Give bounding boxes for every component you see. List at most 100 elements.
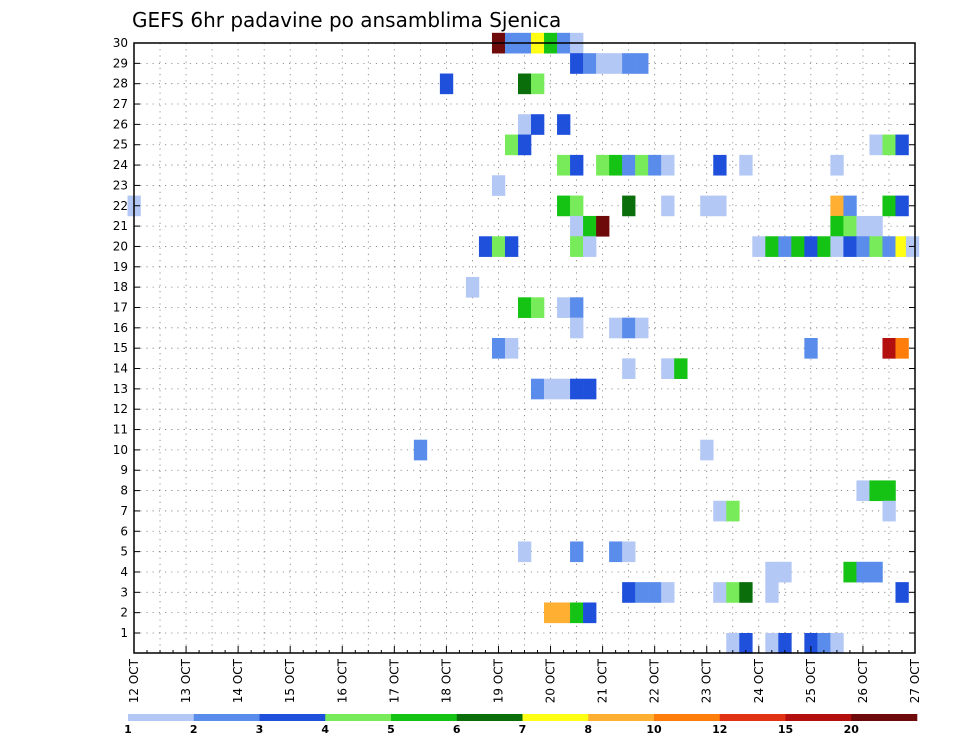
heatmap-cell xyxy=(596,154,610,176)
y-tick-label: 13 xyxy=(113,382,128,396)
heatmap-cell xyxy=(622,358,636,379)
heatmap-cell xyxy=(544,378,558,400)
y-tick-label: 17 xyxy=(113,300,128,314)
heatmap-cell xyxy=(804,236,818,257)
x-tick-label: 20 OCT xyxy=(544,658,558,703)
heatmap-cell xyxy=(557,602,571,624)
y-tick-label: 20 xyxy=(113,239,128,253)
y-tick-label: 6 xyxy=(120,524,128,538)
heatmap-cell xyxy=(765,236,779,257)
x-tick-label: 16 OCT xyxy=(335,658,349,703)
x-tick-label: 12 OCT xyxy=(127,658,141,703)
heatmap-cell xyxy=(830,154,844,176)
colorbar-label: 12 xyxy=(712,723,727,736)
heatmap-cell xyxy=(635,317,649,339)
colorbar-swatch xyxy=(456,714,523,721)
heatmap-cell xyxy=(557,378,571,400)
y-tick-label: 21 xyxy=(113,219,128,233)
heatmap-cell xyxy=(635,582,649,603)
heatmap-cell xyxy=(531,378,545,400)
heatmap-cell xyxy=(661,582,675,603)
heatmap-cell xyxy=(882,480,896,502)
heatmap-cell xyxy=(504,134,519,156)
heatmap-cell xyxy=(895,195,909,217)
y-tick-label: 11 xyxy=(113,423,128,437)
heatmap-cell xyxy=(583,602,597,624)
y-tick-label: 7 xyxy=(120,504,128,518)
colorbar: 1 2 3 4 5 6 7 8 10 12 15 20 xyxy=(124,714,918,736)
colorbar-label: 15 xyxy=(778,723,793,736)
heatmap-cell xyxy=(726,500,740,522)
heatmap-cell xyxy=(791,236,805,257)
heatmap-cell xyxy=(700,195,714,217)
colorbar-swatch xyxy=(128,714,195,721)
heatmap-cell xyxy=(778,236,792,257)
y-tick-label: 22 xyxy=(113,199,128,213)
heatmap-cell xyxy=(622,195,636,217)
y-tick-label: 14 xyxy=(113,362,128,376)
colorbar-label: 2 xyxy=(190,723,198,736)
colorbar-label: 20 xyxy=(844,723,860,736)
heatmap-cell xyxy=(856,561,870,583)
colorbar-swatch xyxy=(522,714,589,721)
heatmap-cell xyxy=(517,114,532,135)
heatmap-cell xyxy=(765,633,779,654)
heatmap-cell xyxy=(895,582,909,603)
y-tick-label: 5 xyxy=(120,545,128,559)
heatmap-cell xyxy=(570,195,584,217)
heatmap-cell xyxy=(570,602,584,624)
heatmap-cell xyxy=(596,53,610,74)
heatmap-cell xyxy=(583,53,597,74)
colorbar-swatch xyxy=(391,714,458,721)
heatmap-cell xyxy=(465,276,480,298)
heatmap-cell xyxy=(830,633,844,654)
colorbar-swatch xyxy=(325,714,392,721)
heatmap-cell xyxy=(635,53,649,74)
heatmap-cell xyxy=(439,73,454,95)
heatmap-cell xyxy=(570,236,584,257)
heatmap-cell xyxy=(882,236,896,257)
heatmap-cell xyxy=(869,236,883,257)
y-tick-label: 15 xyxy=(113,341,128,355)
y-tick-label: 29 xyxy=(113,56,128,70)
heatmap-cell xyxy=(609,53,623,74)
colorbar-label: 6 xyxy=(453,723,461,736)
heatmap-cell xyxy=(517,134,532,156)
heatmap-cell xyxy=(856,215,870,237)
heatmap-cell xyxy=(544,602,558,624)
heatmap-cell xyxy=(557,195,571,217)
y-tick-label: 27 xyxy=(113,97,128,111)
heatmap-cell xyxy=(713,154,727,176)
heatmap-cell xyxy=(570,541,584,563)
x-tick-label: 23 OCT xyxy=(700,658,714,703)
y-tick-label: 2 xyxy=(120,606,128,620)
colorbar-swatch xyxy=(719,714,786,721)
heatmap-cell xyxy=(609,541,623,563)
heatmap-cell xyxy=(504,236,519,257)
heatmap-cell xyxy=(570,154,584,176)
heatmap-cell xyxy=(478,236,493,257)
heatmap-cell xyxy=(491,175,506,196)
colorbar-swatch xyxy=(588,714,655,721)
heatmap-cell xyxy=(531,73,545,95)
x-tick-label: 25 OCT xyxy=(804,658,818,703)
heatmap-cell xyxy=(856,236,870,257)
heatmap-cell xyxy=(804,633,818,654)
heatmap-cell xyxy=(570,53,584,74)
y-tick-label: 3 xyxy=(120,585,128,599)
heatmap-cell xyxy=(713,195,727,217)
heatmap-cell xyxy=(635,154,649,176)
heatmap-cell xyxy=(570,378,584,400)
heatmap-cell xyxy=(713,582,727,603)
heatmap-cell xyxy=(765,561,779,583)
heatmap-cell xyxy=(869,215,883,237)
heatmap-cell xyxy=(882,195,896,217)
x-tick-label: 22 OCT xyxy=(648,658,662,703)
heatmap-cell xyxy=(583,215,597,237)
heatmap-cell xyxy=(622,53,636,74)
heatmap-cell xyxy=(778,633,792,654)
y-tick-label: 18 xyxy=(113,280,128,294)
heatmap-cell xyxy=(622,582,636,603)
heatmap-cell xyxy=(570,317,584,339)
heatmap-cell xyxy=(609,154,623,176)
